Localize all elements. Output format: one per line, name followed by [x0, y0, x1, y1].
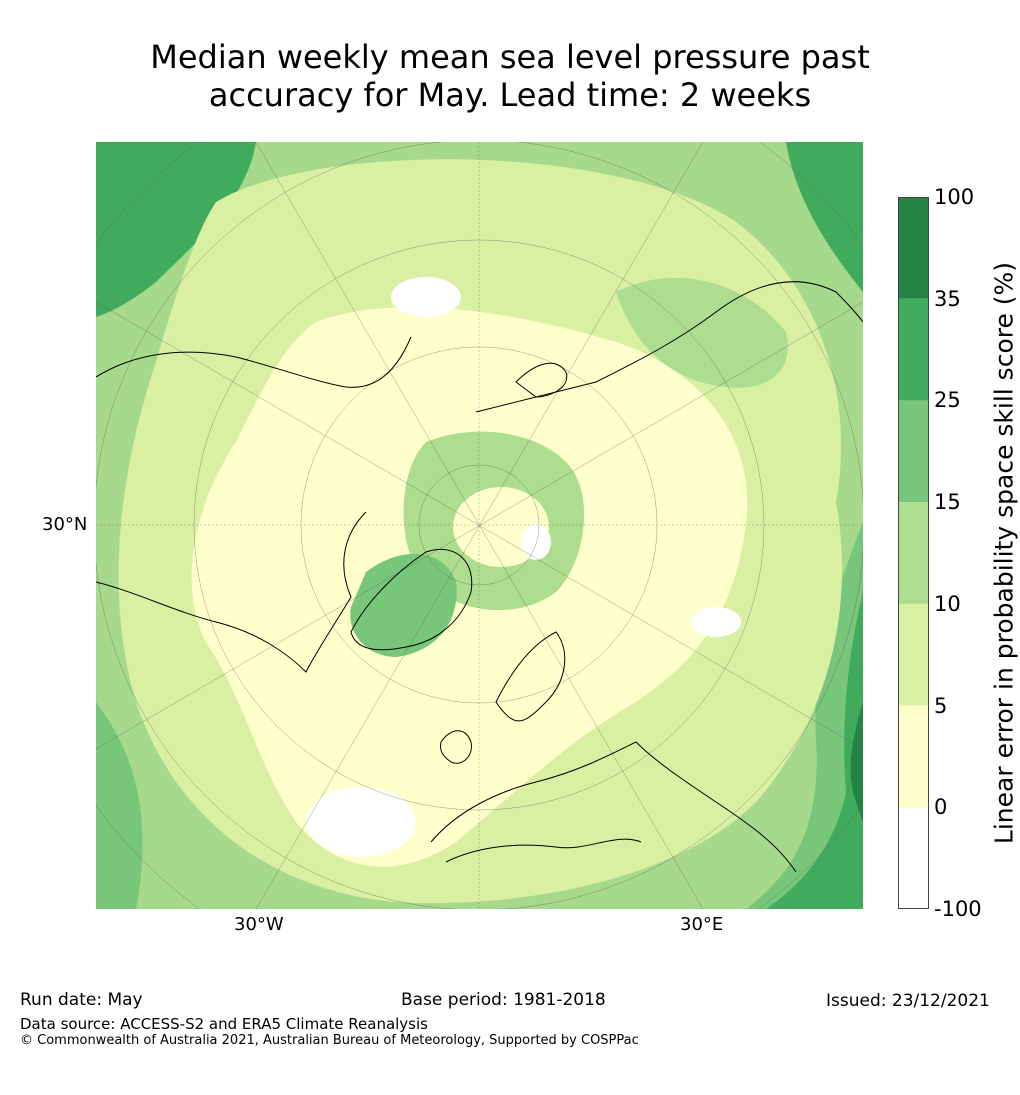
coast-russia	[475, 281, 863, 413]
colorbar-tick-label: 0	[934, 795, 948, 820]
data-source: Data source: ACCESS-S2 and ERA5 Climate …	[20, 1015, 428, 1033]
issued-date: Issued: 23/12/2021	[826, 991, 990, 1011]
colorbar	[898, 197, 929, 909]
colorbar-band	[898, 603, 929, 706]
region-white-4	[521, 524, 551, 560]
colorbar-band	[898, 502, 929, 604]
region-greenland-green	[350, 553, 457, 657]
title-line-1: Median weekly mean sea level pressure pa…	[150, 38, 870, 76]
polar-map	[96, 142, 863, 909]
colorbar-band	[898, 298, 929, 401]
region-right-darkgreen	[766, 592, 863, 909]
lat-label-30n: 30°N	[42, 514, 88, 535]
chart-title: Median weekly mean sea level pressure pa…	[0, 38, 1020, 114]
coast-arctic-islands	[515, 362, 568, 398]
lon-label-30w: 30°W	[234, 914, 284, 935]
region-asia-green	[616, 277, 788, 388]
lat-circle-80	[418, 464, 540, 586]
colorbar-tick-label: -100	[934, 897, 982, 921]
colorbar-band	[898, 705, 929, 808]
colorbar-tick-label: 15	[934, 490, 961, 515]
title-line-2: accuracy for May. Lead time: 2 weeks	[208, 76, 812, 114]
region-left-green	[96, 702, 143, 909]
colorbar-label: Linear error in probability space skill …	[989, 261, 1019, 845]
region-topleft-green	[96, 142, 256, 317]
coast-uk	[440, 730, 472, 764]
run-date: Run date: May	[20, 990, 143, 1010]
copyright: © Commonwealth of Australia 2021, Austra…	[20, 1033, 639, 1048]
colorbar-band	[898, 400, 929, 503]
lon-label-30e: 30°E	[680, 914, 724, 935]
colorbar-band	[898, 807, 929, 909]
region-white-2	[306, 787, 416, 857]
coastlines	[96, 281, 863, 873]
coast-canada	[96, 511, 367, 673]
region-white-1	[391, 277, 461, 317]
region-right-darkest	[850, 702, 863, 822]
colorbar-tick-label: 25	[934, 388, 961, 413]
base-period: Base period: 1981-2018	[401, 990, 606, 1010]
colorbar-svg	[898, 197, 929, 909]
coast-alaska	[96, 336, 412, 388]
meridian-d	[96, 301, 863, 750]
graticule	[96, 142, 863, 909]
coast-mediterranean	[445, 838, 642, 863]
colorbar-tick-label: 10	[934, 591, 961, 616]
coast-europe	[430, 741, 797, 873]
map-svg	[96, 142, 863, 909]
colorbar-tick-label: 100	[934, 185, 975, 209]
colorbar-border	[898, 197, 929, 909]
coast-greenland	[350, 548, 473, 651]
colorbar-tick-label: 5	[934, 693, 948, 718]
coast-scandinavia	[495, 631, 566, 722]
region-white-3	[691, 607, 741, 637]
colorbar-tick-label: 35	[934, 286, 961, 311]
colorbar-band	[898, 197, 929, 299]
